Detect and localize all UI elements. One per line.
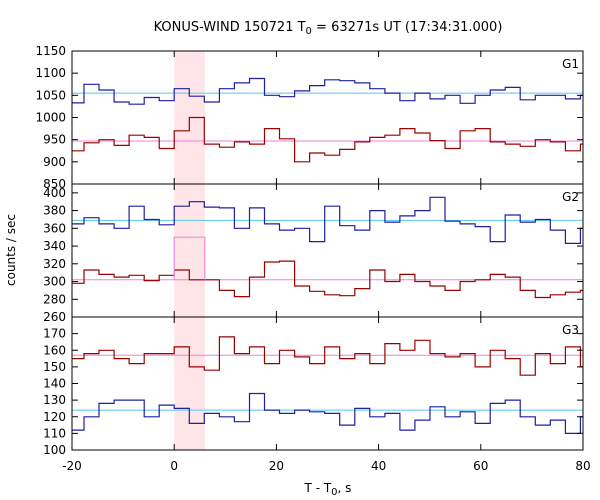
panel-frame bbox=[71, 50, 584, 185]
y-tick-label: 1100 bbox=[35, 66, 66, 80]
y-tick-label: 280 bbox=[43, 292, 66, 306]
x-label-main: T - T bbox=[304, 481, 332, 495]
panel-label: G2 bbox=[562, 190, 579, 204]
y-tick-label: 380 bbox=[43, 204, 66, 218]
x-tick-label: 40 bbox=[371, 459, 386, 473]
x-tick-label: -20 bbox=[62, 459, 82, 473]
blue-series-g3 bbox=[72, 392, 583, 434]
y-tick-label: 1150 bbox=[35, 44, 66, 58]
red-series-g2 bbox=[72, 260, 583, 299]
y-axis-label: counts / sec bbox=[4, 214, 18, 286]
title-rest: = 63271s UT (17:34:31.000) bbox=[312, 20, 502, 35]
y-tick-label: 260 bbox=[43, 310, 66, 324]
x-label-subscript: 0 bbox=[331, 487, 337, 498]
panel-g3: 100 110 120 130 140 150 160 170 G3 bbox=[43, 316, 584, 457]
x-tick-label: 0 bbox=[170, 459, 178, 473]
plot-layer: 8509009501000105011001150G12602803003203… bbox=[35, 44, 590, 473]
y-tick-label: 850 bbox=[43, 177, 66, 191]
x-label-rest: , s bbox=[338, 481, 352, 495]
y-tick-label: 300 bbox=[43, 275, 66, 289]
panel-label: G3 bbox=[562, 323, 579, 337]
panel-frame bbox=[71, 183, 584, 318]
y-tick-label: 110 bbox=[43, 426, 66, 440]
pulse-profile bbox=[173, 236, 206, 280]
x-tick-label: 20 bbox=[269, 459, 284, 473]
title-main: KONUS-WIND 150721 T bbox=[154, 20, 306, 35]
x-tick-label: 80 bbox=[575, 459, 590, 473]
y-tick-label: 900 bbox=[43, 155, 66, 169]
red-series-g3 bbox=[72, 336, 583, 376]
y-tick-label: 340 bbox=[43, 239, 66, 253]
y-tick-label: 140 bbox=[43, 377, 66, 391]
y-tick-label: 170 bbox=[43, 327, 66, 341]
y-tick-label: 150 bbox=[43, 360, 66, 374]
red-series-g1 bbox=[72, 116, 583, 163]
y-tick-label: 320 bbox=[43, 257, 66, 271]
y-tick-label: 1050 bbox=[35, 88, 66, 102]
y-tick-label: 130 bbox=[43, 393, 66, 407]
y-tick-label: 100 bbox=[43, 443, 66, 457]
chart-title: KONUS-WIND 150721 T0 = 63271s UT (17:34:… bbox=[154, 20, 503, 37]
x-axis-label: T - T0, s bbox=[304, 481, 352, 498]
y-tick-label: 160 bbox=[43, 343, 66, 357]
y-tick-label: 1000 bbox=[35, 111, 66, 125]
highlight-band bbox=[174, 51, 205, 450]
panel-label: G1 bbox=[562, 57, 579, 71]
panel-g1: 850 900 950 1000 1050 1100 1150 G1 bbox=[35, 44, 584, 191]
blue-series-g2 bbox=[72, 196, 583, 244]
y-tick-label: 950 bbox=[43, 133, 66, 147]
panel-frame bbox=[71, 316, 584, 451]
y-tick-label: 360 bbox=[43, 221, 66, 235]
y-tick-label: 120 bbox=[43, 410, 66, 424]
x-tick-label: 60 bbox=[473, 459, 488, 473]
y-tick-label: 400 bbox=[43, 186, 66, 200]
panel-g2: 260 280 300 320 340 360 380 400 G2 bbox=[43, 183, 584, 324]
title-subscript: 0 bbox=[306, 26, 312, 37]
blue-series-g1 bbox=[72, 77, 583, 105]
